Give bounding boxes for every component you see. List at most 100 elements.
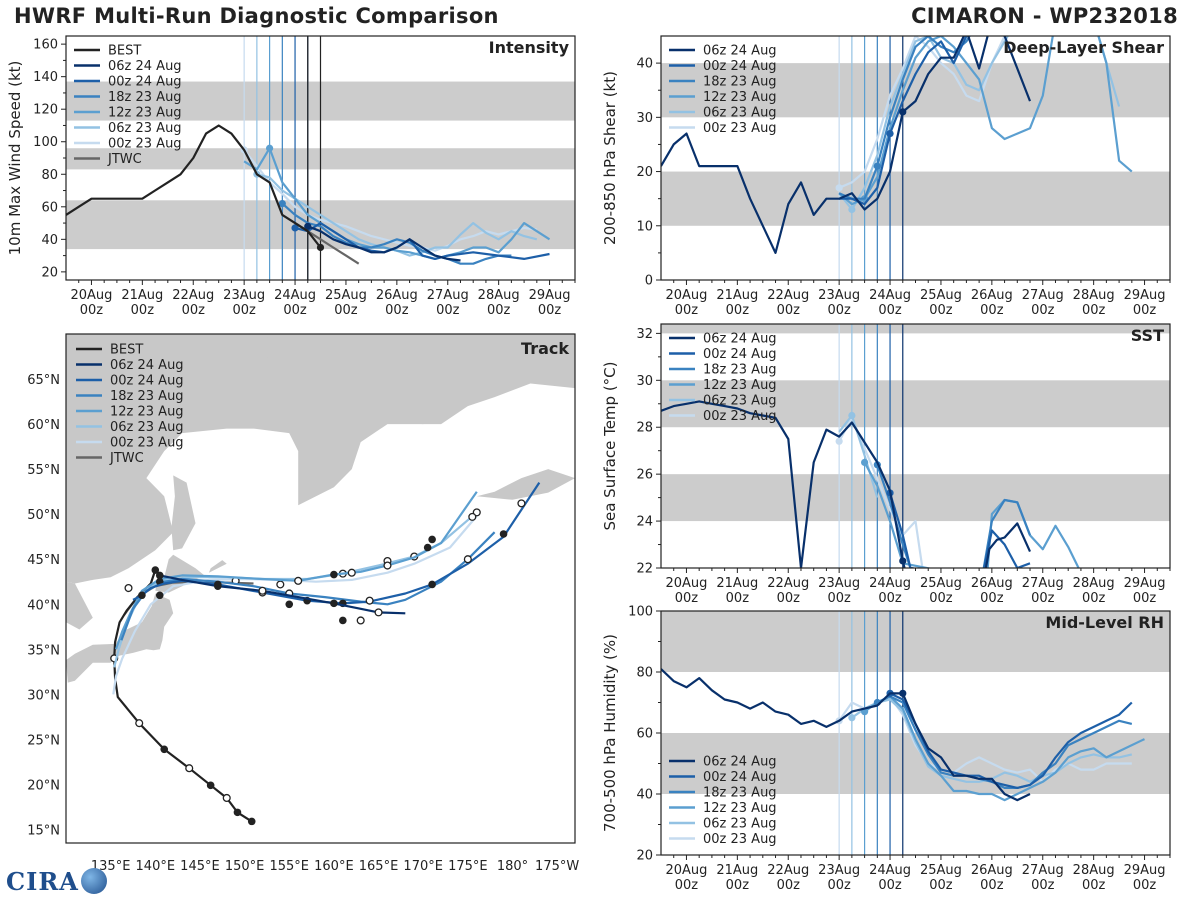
xtick-sub-intensity-2: 00z: [182, 303, 206, 318]
point-18z-23-aug: [873, 162, 881, 170]
track-point-00z-23-aug: [124, 583, 133, 593]
xtick-sub-shear-3: 00z: [827, 303, 851, 318]
xtick-label-shear-0: 20Aug: [665, 288, 707, 303]
track-point-12z-23-aug: [330, 570, 338, 579]
point-00z-23-aug: [835, 184, 843, 192]
series-18z-23-aug: [838, 36, 971, 200]
panel-track: 15°N 20°N 25°N 30°N 35°N 40°N 45°N 50°N 55°N 60°N…: [27, 333, 579, 874]
series-06z-24-aug: [661, 668, 1031, 802]
logo-text: CIRA: [6, 866, 79, 896]
track-06z-24-aug: [159, 574, 406, 615]
plot-area-rh: [661, 611, 1170, 855]
ytick-label-sst-26: 26: [636, 468, 653, 483]
xtick-label-rh-0: 20Aug: [665, 863, 707, 878]
legend-label-00z-24-aug: 00z 24 Aug: [108, 75, 182, 90]
track-point-18z-23-aug: [285, 600, 294, 609]
legend-label-06z-24-aug: 06z 24 Aug: [703, 332, 777, 347]
track-point-00z-24-aug: [517, 499, 526, 508]
ylabel-rh: 700-500 hPa Humidity (%): [601, 634, 619, 832]
point-12z-23-aug: [266, 144, 274, 152]
track-point-18z-23-aug: [339, 616, 347, 625]
band-shear-0: [661, 171, 1170, 226]
xtick-sub-sst-1: 00z: [726, 591, 750, 606]
xtick-sub-intensity-8: 00z: [487, 303, 511, 318]
xtick-sub-intensity-7: 00z: [436, 303, 460, 318]
lat-label-60: 60°N: [27, 418, 60, 433]
band-sst-1: [661, 380, 1170, 428]
legend-label-06z-24-aug: 06z 24 Aug: [703, 755, 777, 770]
legend-label-12z-23-aug: 12z 23 Aug: [108, 106, 182, 121]
xtick-sub-sst-7: 00z: [1031, 591, 1055, 606]
lat-label-45: 45°N: [27, 553, 60, 568]
series-best: [66, 124, 322, 249]
xtick-sub-rh-3: 00z: [827, 878, 851, 893]
lat-label-50: 50°N: [27, 508, 60, 523]
xtick-label-intensity-3: 23Aug: [223, 288, 265, 303]
ytick-label-intensity-160: 160: [33, 38, 58, 53]
legend-label-00z-23-aug: 00z 23 Aug: [703, 121, 777, 136]
point-06z-24-aug: [899, 557, 907, 565]
series-12z-23-aug: [838, 36, 1133, 206]
xtick-sub-rh-5: 00z: [929, 878, 953, 893]
xtick-sub-shear-8: 00z: [1082, 303, 1106, 318]
xtick-sub-rh-8: 00z: [1082, 878, 1106, 893]
legend-label-12z-23-aug: 12z 23 Aug: [110, 405, 184, 420]
plot-area-intensity: [66, 36, 575, 280]
lon-label-2: 145°E: [180, 859, 220, 874]
xtick-sub-sst-2: 00z: [777, 591, 801, 606]
xtick-label-rh-7: 27Aug: [1022, 863, 1064, 878]
point-best: [316, 243, 325, 252]
band-sst-2: [661, 324, 1170, 334]
series-12z-23-aug: [243, 147, 551, 260]
axes-frame-track: [65, 333, 576, 844]
xtick-label-shear-2: 22Aug: [767, 288, 809, 303]
ytick-label-rh-60: 60: [636, 727, 653, 742]
legend-label-18z-23-aug: 18z 23 Aug: [703, 786, 777, 801]
globe-icon: [80, 868, 107, 894]
lat-label-25: 25°N: [27, 733, 60, 748]
track-00z-24-aug: [132, 481, 541, 605]
xtick-label-intensity-0: 20Aug: [70, 288, 112, 303]
legend-label-00z-24-aug: 00z 24 Aug: [703, 59, 777, 74]
xtick-sub-intensity-1: 00z: [131, 303, 155, 318]
plot-area-sst: [661, 324, 1170, 568]
xtick-label-sst-4: 24Aug: [869, 576, 911, 591]
ytick-label-rh-40: 40: [636, 788, 653, 803]
xtick-sub-shear-6: 00z: [980, 303, 1004, 318]
xtick-sub-rh-2: 00z: [777, 878, 801, 893]
lat-label-15: 15°N: [27, 823, 60, 838]
xtick-sub-sst-5: 00z: [929, 591, 953, 606]
ytick-label-sst-32: 32: [636, 327, 653, 342]
xtick-label-rh-6: 26Aug: [971, 863, 1013, 878]
legend-label-06z-24-aug: 06z 24 Aug: [110, 358, 184, 373]
xtick-label-rh-9: 29Aug: [1124, 863, 1166, 878]
legend-label-12z-23-aug: 12z 23 Aug: [703, 378, 777, 393]
ytick-label-sst-22: 22: [636, 562, 653, 577]
ytick-label-intensity-120: 120: [33, 103, 58, 118]
xtick-sub-rh-0: 00z: [675, 878, 699, 893]
lon-label-7: 170°E: [403, 859, 443, 874]
land-asia: [66, 334, 575, 584]
legend-label-00z-24-aug: 00z 24 Aug: [703, 347, 777, 362]
legend-label-00z-24-aug: 00z 24 Aug: [703, 770, 777, 785]
land-kamchatka-north: [342, 406, 442, 434]
xtick-label-shear-7: 27Aug: [1022, 288, 1064, 303]
band-sst-0: [661, 474, 1170, 522]
xtick-sub-rh-4: 00z: [878, 878, 902, 893]
legend-label-18z-23-aug: 18z 23 Aug: [703, 75, 777, 90]
panel-title-track: Track: [521, 339, 569, 358]
legend-label-jtwc: JTWC: [107, 152, 142, 167]
xtick-label-intensity-9: 29Aug: [529, 288, 571, 303]
point-06z-23-aug: [848, 205, 856, 214]
band-rh-1: [661, 611, 1170, 672]
legend-label-00z-23-aug: 00z 23 Aug: [108, 137, 182, 152]
track-point-06z-24-aug: [214, 582, 222, 591]
xtick-label-intensity-5: 25Aug: [325, 288, 367, 303]
legend-label-18z-23-aug: 18z 23 Aug: [110, 389, 184, 404]
xtick-label-shear-4: 24Aug: [869, 288, 911, 303]
ylabel-intensity: 10m Max Wind Speed (kt): [6, 61, 24, 256]
legend-label-00z-23-aug: 00z 23 Aug: [703, 409, 777, 424]
legend-label-06z-24-aug: 06z 24 Aug: [108, 59, 182, 74]
track-point-12z-23-aug: [294, 576, 303, 585]
